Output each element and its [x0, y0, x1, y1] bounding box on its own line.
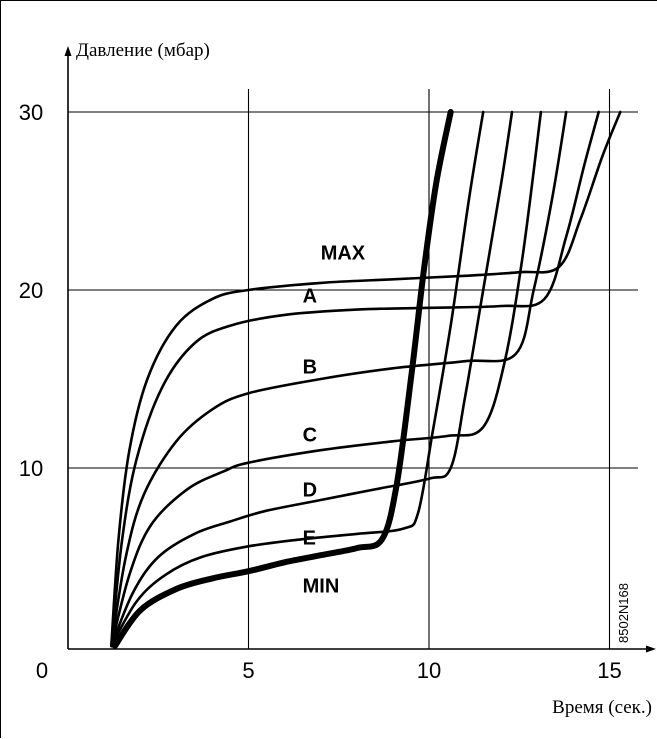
series-line-min — [111, 109, 454, 649]
grid-lines — [68, 89, 638, 649]
axes — [64, 46, 656, 653]
y-axis-label: Давление (мбар) — [76, 40, 210, 61]
y-tick-label-10: 10 — [19, 456, 43, 481]
series-label-max: MAX — [321, 243, 366, 265]
series-label-a: A — [303, 285, 317, 307]
x-axis-label: Время (сек.) — [552, 697, 652, 718]
origin-label: 0 — [36, 658, 48, 683]
series-line-c — [110, 110, 543, 648]
series-label-c: C — [303, 424, 317, 446]
series-label-min: MIN — [303, 576, 340, 598]
x-tick-label-10: 10 — [417, 658, 441, 683]
series-line-max — [110, 110, 622, 648]
series-label-d: D — [303, 479, 317, 501]
series-label-b: B — [303, 357, 317, 379]
series-line-b — [110, 110, 568, 648]
series-line-a — [110, 110, 600, 648]
series-label-e: E — [303, 528, 316, 550]
series-lines — [110, 109, 622, 649]
x-tick-label-5: 5 — [242, 658, 254, 683]
x-tick-label-15: 15 — [597, 658, 621, 683]
figure-code: 8502N168 — [616, 583, 631, 643]
y-tick-label-30: 30 — [19, 100, 43, 125]
series-line-d — [110, 110, 514, 648]
x-axis-arrow-icon — [646, 645, 656, 653]
tick-labels: 10 20 30 5 10 15 — [19, 100, 622, 683]
y-tick-label-20: 20 — [19, 278, 43, 303]
y-axis-arrow-icon — [64, 46, 72, 56]
